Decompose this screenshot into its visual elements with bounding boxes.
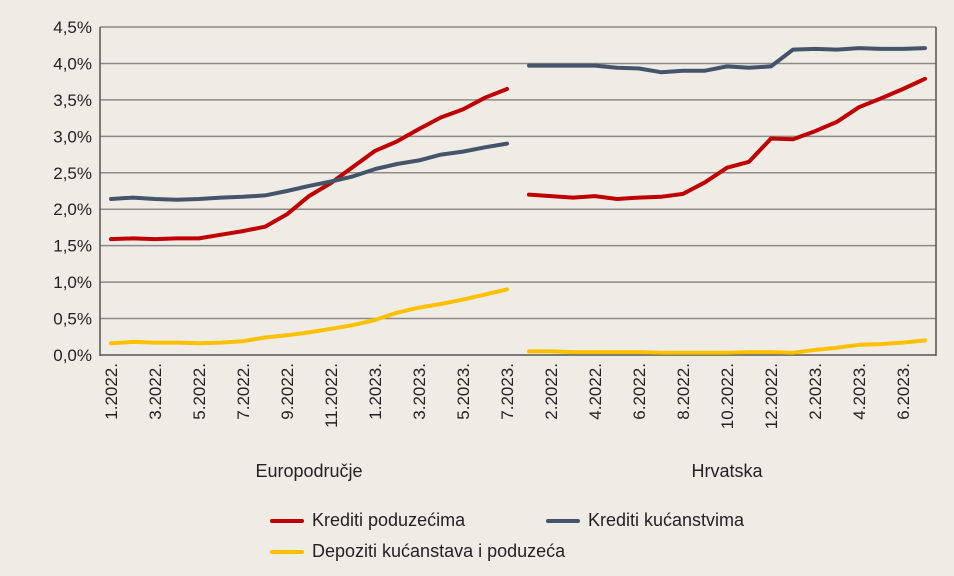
y-tick-label: 1,0%	[53, 273, 92, 292]
y-tick-label: 0,0%	[53, 346, 92, 365]
series-line-krediti-poduze-ima	[109, 87, 509, 242]
x-tick-label: 5.2023.	[454, 363, 473, 420]
legend-label: Depoziti kućanstava i poduzeća	[312, 541, 566, 561]
group-label: Hrvatska	[691, 461, 763, 481]
x-tick-label: 6.2022.	[630, 363, 649, 420]
x-tick-label: 7.2022.	[234, 363, 253, 420]
series-line-depoziti-ku-anstava-i-poduze-a	[109, 287, 509, 346]
y-tick-label: 3,5%	[53, 91, 92, 110]
y-tick-label: 1,5%	[53, 237, 92, 256]
group-label: Europodručje	[255, 461, 362, 481]
x-tick-label: 4.2022.	[586, 363, 605, 420]
x-tick-label: 10.2022.	[718, 363, 737, 429]
x-tick-label: 6.2023.	[894, 363, 913, 420]
series-line-krediti-poduze-ima	[527, 76, 927, 201]
legend-label: Krediti kućanstvima	[588, 510, 745, 530]
x-tick-label: 1.2022.	[102, 363, 121, 420]
series-line-krediti-ku-anstvima	[109, 141, 509, 202]
legend-label: Krediti poduzećima	[312, 510, 466, 530]
legend-swatch	[270, 549, 304, 554]
series-line-krediti-ku-anstvima	[527, 46, 927, 75]
legend-swatch	[270, 518, 304, 523]
legend-item-krediti-kucanstvima: Krediti kućanstvima	[546, 510, 744, 531]
y-tick-label: 4,5%	[53, 18, 92, 37]
legend-swatch	[546, 518, 580, 523]
x-tick-label: 3.2022.	[146, 363, 165, 420]
x-tick-label: 7.2023.	[498, 363, 517, 420]
y-tick-label: 4,0%	[53, 54, 92, 73]
x-tick-label: 3.2023.	[410, 363, 429, 420]
legend-item-krediti-poduzecima: Krediti poduzećima	[270, 510, 465, 531]
x-tick-label: 9.2022.	[278, 363, 297, 420]
x-tick-label: 2.2022.	[542, 363, 561, 420]
x-tick-label: 2.2023.	[806, 363, 825, 420]
series-line-depoziti-ku-anstava-i-poduze-a	[527, 338, 927, 355]
x-tick-label: 8.2022.	[674, 363, 693, 420]
y-tick-label: 2,5%	[53, 164, 92, 183]
y-tick-label: 0,5%	[53, 310, 92, 329]
x-tick-label: 12.2022.	[762, 363, 781, 429]
x-tick-label: 5.2022.	[190, 363, 209, 420]
y-tick-label: 3,0%	[53, 127, 92, 146]
legend-item-depoziti: Depoziti kućanstava i poduzeća	[270, 541, 565, 562]
x-tick-label: 11.2022.	[322, 363, 341, 428]
y-tick-label: 2,0%	[53, 200, 92, 219]
x-tick-label: 4.2023.	[850, 363, 869, 420]
x-tick-label: 1.2023.	[366, 363, 385, 420]
